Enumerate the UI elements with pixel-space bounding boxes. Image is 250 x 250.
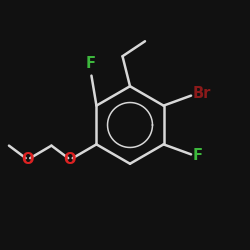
Text: F: F [193,148,203,163]
Text: Br: Br [193,86,212,101]
Text: O: O [21,152,34,167]
Text: F: F [85,56,95,71]
Text: O: O [64,152,76,167]
